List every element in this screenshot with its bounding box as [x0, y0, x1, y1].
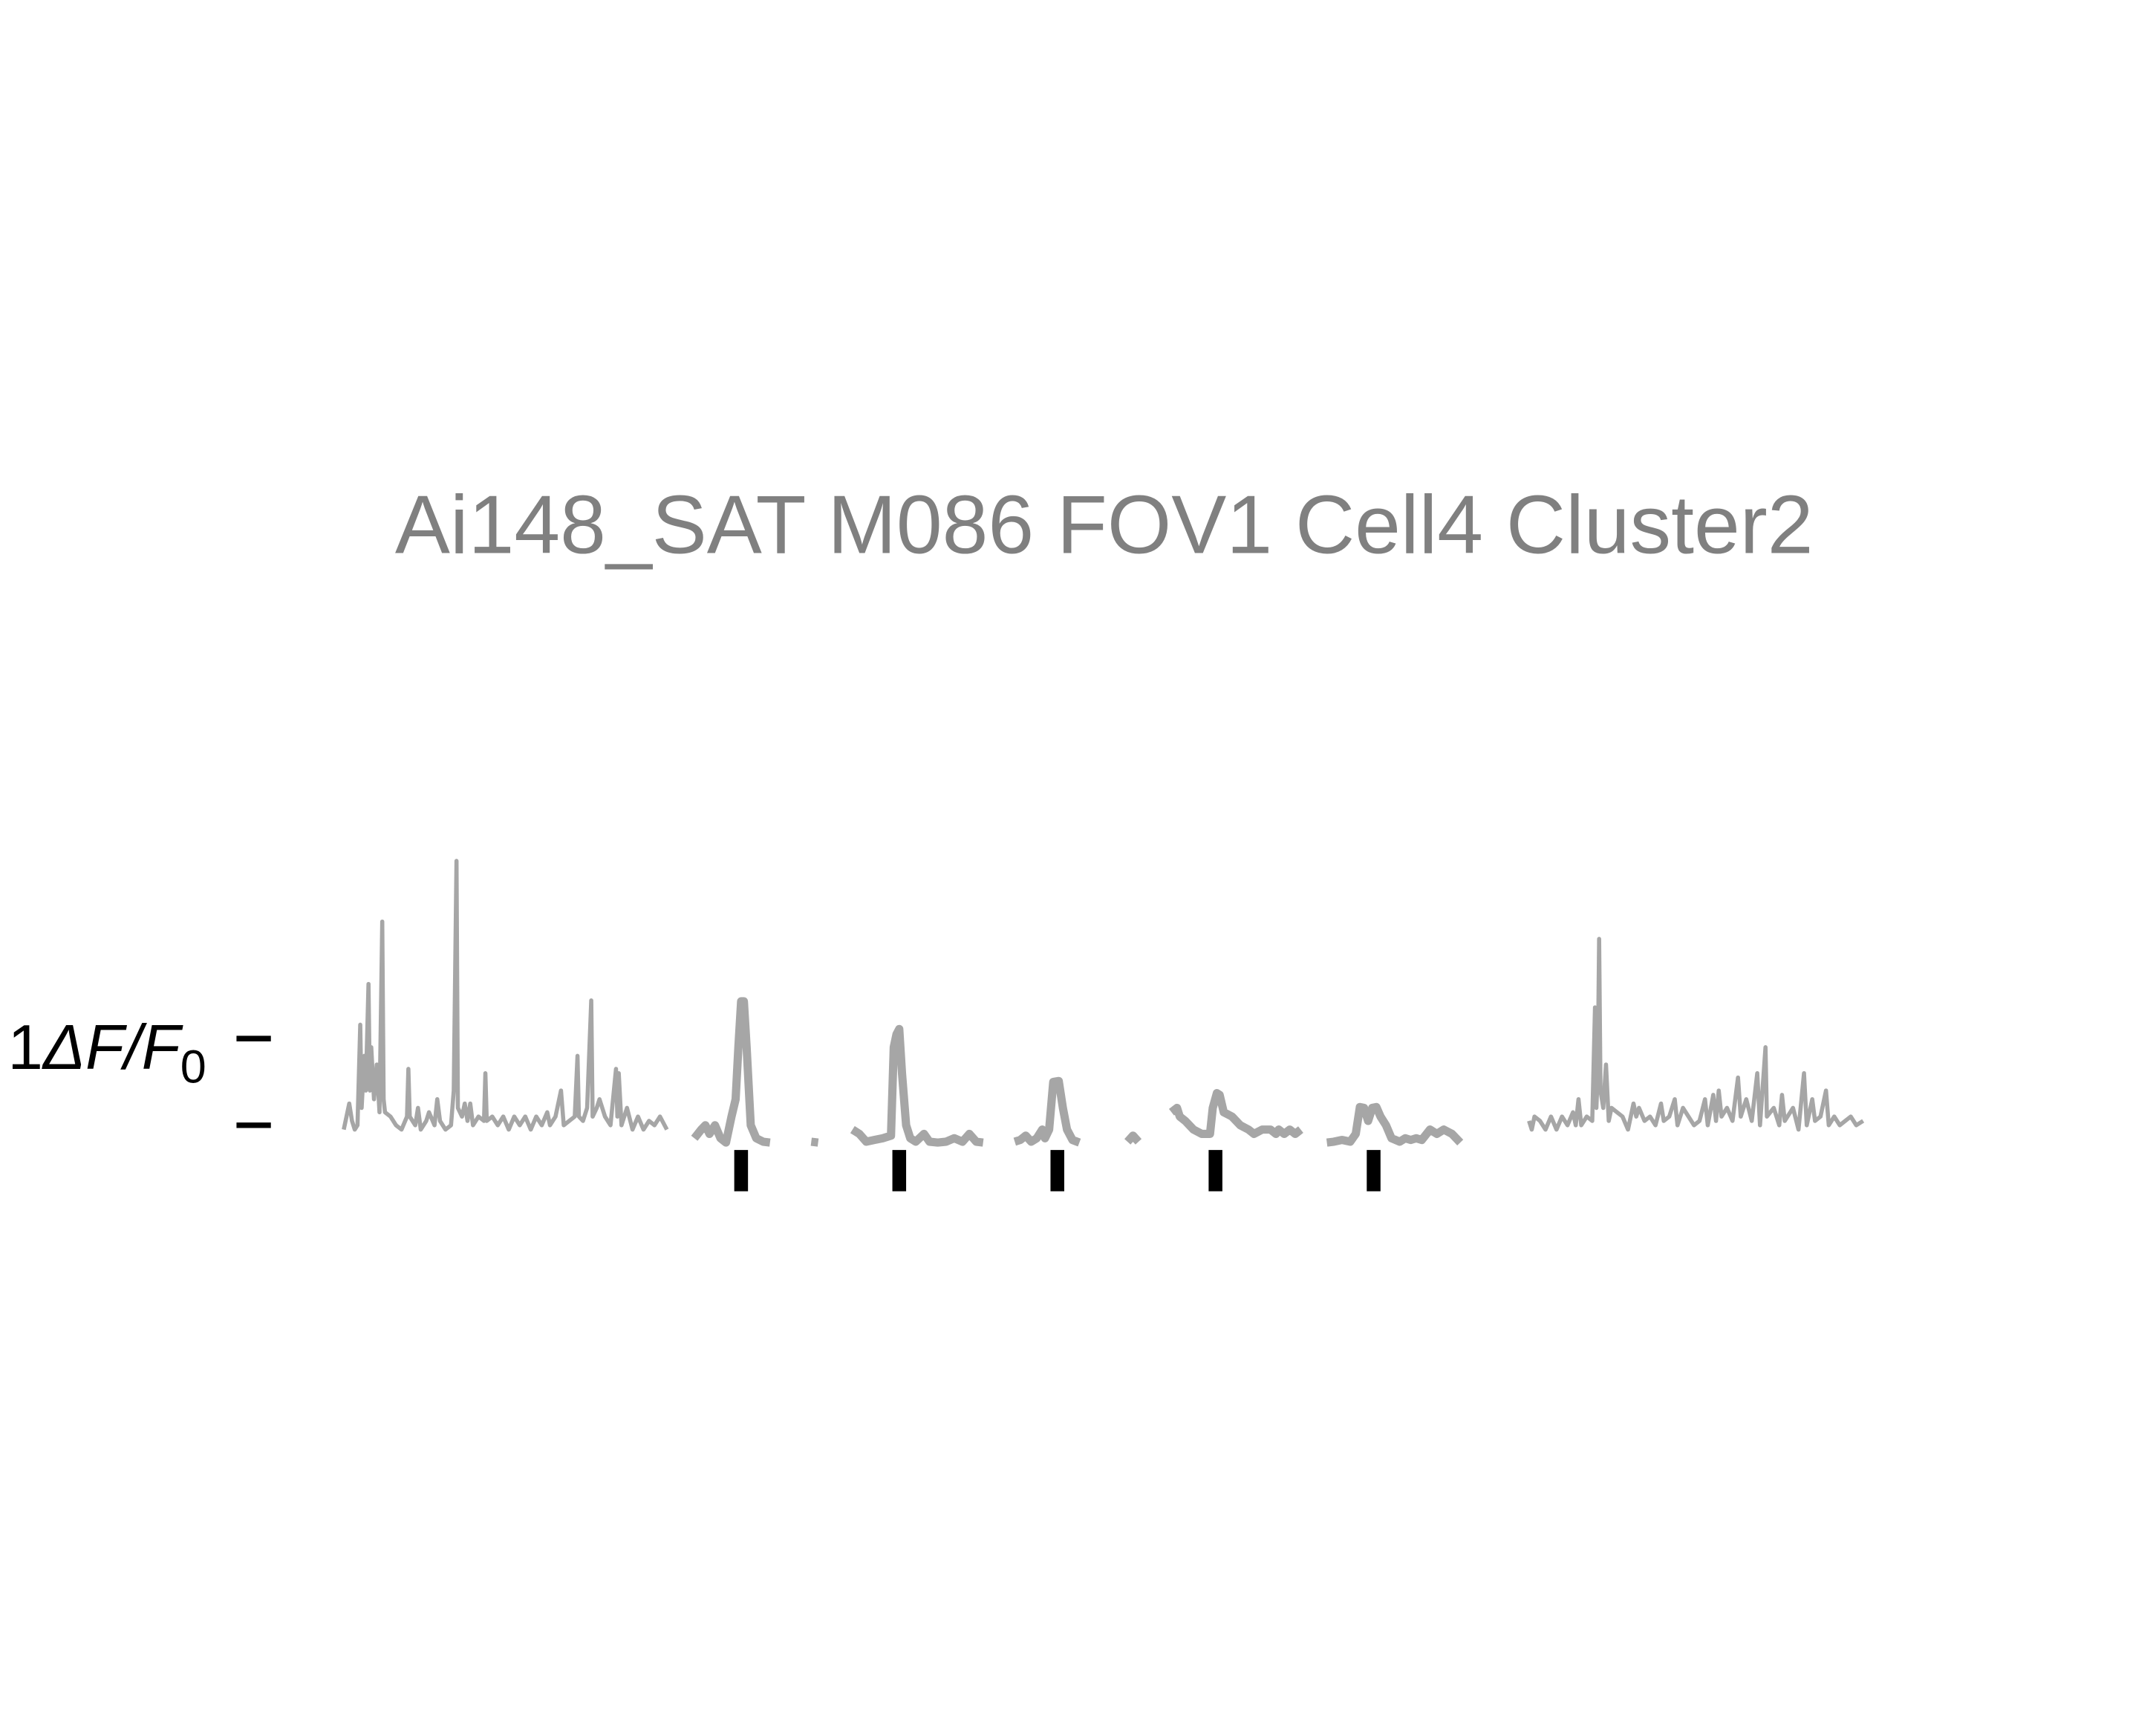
- trace-line: [691, 997, 1464, 1147]
- trace-line: [342, 859, 669, 1132]
- stimulus-marker: [734, 1150, 749, 1192]
- trace-line: [1527, 937, 1865, 1132]
- y-label-unit: ΔF/F: [42, 1012, 184, 1083]
- y-label-scale: 1: [8, 1012, 43, 1083]
- stimulus-marker: [1050, 1150, 1064, 1192]
- y-axis-label: 1ΔF/F0: [8, 1012, 206, 1093]
- stimulus-marker: [1367, 1150, 1381, 1192]
- stimulus-marker: [892, 1150, 907, 1192]
- stimulus-marker: [1208, 1150, 1222, 1192]
- y-label-subscript: 0: [180, 1041, 206, 1093]
- chart-title: Ai148_SAT M086 FOV1 Cell4 Cluster2: [395, 478, 1814, 570]
